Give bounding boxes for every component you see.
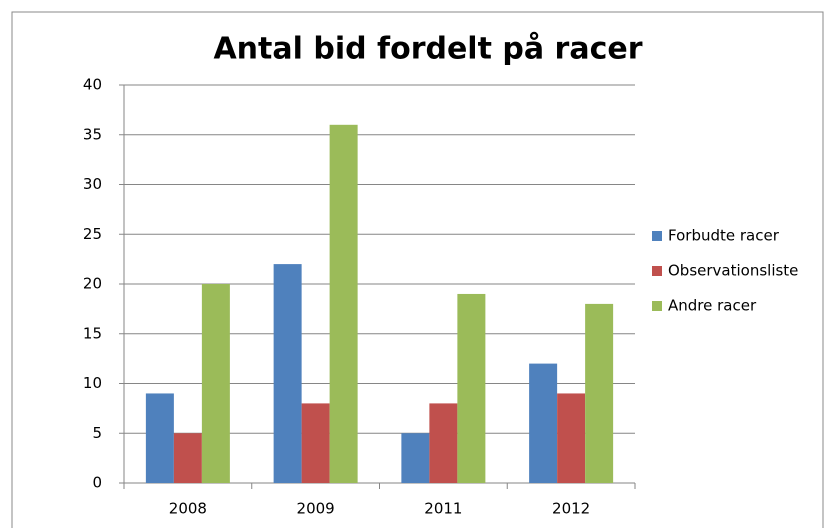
x-tick-label: 2012 bbox=[552, 500, 590, 518]
bar bbox=[585, 303, 614, 483]
bar bbox=[329, 124, 358, 484]
bar bbox=[429, 403, 458, 483]
bar bbox=[173, 433, 202, 483]
x-tick-label: 2011 bbox=[424, 500, 462, 518]
y-tick-label: 40 bbox=[83, 76, 102, 94]
bar bbox=[457, 293, 486, 483]
bar bbox=[145, 393, 174, 483]
chart-title: Antal bid fordelt på racer bbox=[213, 31, 642, 67]
legend-label: Observationsliste bbox=[668, 262, 798, 280]
y-tick-label: 0 bbox=[92, 474, 102, 492]
legend-swatch bbox=[652, 231, 662, 241]
bar bbox=[301, 403, 330, 483]
y-tick-label: 10 bbox=[83, 374, 102, 392]
y-tick-label: 35 bbox=[83, 125, 102, 143]
y-tick-label: 15 bbox=[83, 324, 102, 342]
bar bbox=[201, 284, 230, 483]
y-tick-label: 25 bbox=[83, 225, 102, 243]
legend-label: Andre racer bbox=[668, 297, 757, 315]
x-tick-label: 2009 bbox=[297, 500, 335, 518]
y-tick-label: 20 bbox=[83, 275, 102, 293]
legend-label: Forbudte racer bbox=[668, 227, 780, 245]
bar bbox=[529, 363, 558, 483]
bar bbox=[557, 393, 586, 483]
bar bbox=[273, 264, 302, 483]
legend-swatch bbox=[652, 301, 662, 311]
x-tick-label: 2008 bbox=[169, 500, 207, 518]
legend-swatch bbox=[652, 266, 662, 276]
y-tick-label: 5 bbox=[92, 424, 102, 442]
bar bbox=[401, 433, 430, 483]
y-tick-label: 30 bbox=[83, 175, 102, 193]
